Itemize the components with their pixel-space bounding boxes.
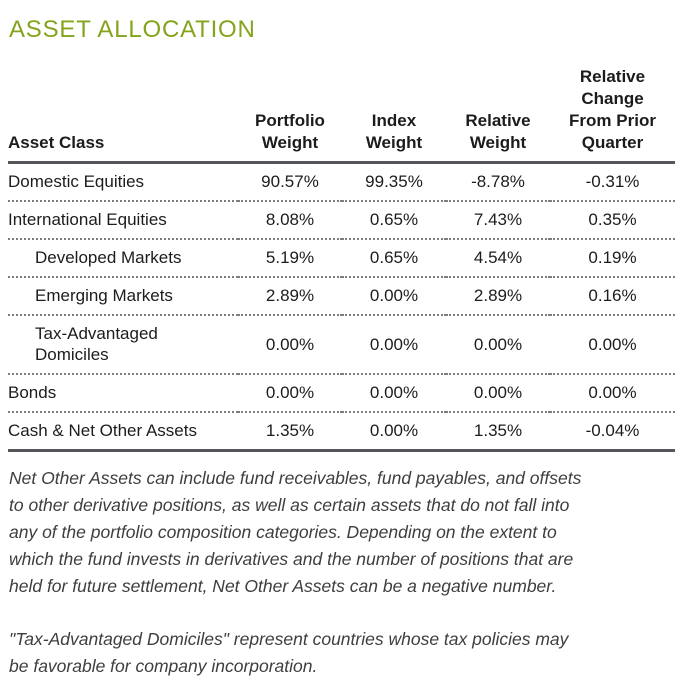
index-weight-value: 0.65% — [342, 239, 446, 278]
header-index-weight: Index Weight — [342, 66, 446, 164]
header-relative-weight: Relative Weight — [446, 66, 550, 164]
asset-class-label: Tax-Advantaged Domiciles — [35, 324, 158, 364]
index-weight-value: 0.00% — [342, 374, 446, 413]
table-row: Emerging Markets 2.89% 0.00% 2.89% 0.16% — [8, 277, 675, 316]
relative-weight-value: 7.43% — [446, 201, 550, 240]
table-row: Developed Markets 5.19% 0.65% 4.54% 0.19… — [8, 239, 675, 278]
table-body: Domestic Equities 90.57% 99.35% -8.78% -… — [8, 162, 675, 452]
header-line: Weight — [261, 133, 319, 152]
asset-class-label: International Equities — [8, 210, 167, 229]
header-line: Quarter — [581, 133, 644, 152]
header-line: From Prior — [569, 111, 656, 130]
portfolio-weight-value: 0.00% — [238, 374, 342, 413]
footnote-net-other-assets: Net Other Assets can include fund receiv… — [9, 465, 675, 600]
index-weight-value: 0.00% — [342, 315, 446, 375]
footnote-line: to other derivative positions, as well a… — [9, 495, 570, 515]
table-row: Bonds 0.00% 0.00% 0.00% 0.00% — [8, 374, 675, 413]
relative-change-value: 0.19% — [550, 239, 675, 278]
portfolio-weight-value: 5.19% — [238, 239, 342, 278]
table-row: International Equities 8.08% 0.65% 7.43%… — [8, 201, 675, 240]
footnote-line: any of the portfolio composition categor… — [9, 522, 557, 542]
table-row: Cash & Net Other Assets 1.35% 0.00% 1.35… — [8, 412, 675, 452]
footnote-line: held for future settlement, Net Other As… — [9, 576, 557, 596]
header-line: Relative — [465, 111, 531, 130]
relative-change-value: 0.00% — [550, 315, 675, 375]
table-header: Asset Class Portfolio Weight Index Weigh… — [8, 66, 675, 164]
header-line: Weight — [365, 133, 423, 152]
index-weight-value: 99.35% — [342, 162, 446, 202]
index-weight-value: 0.00% — [342, 277, 446, 316]
relative-change-value: 0.16% — [550, 277, 675, 316]
portfolio-weight-value: 2.89% — [238, 277, 342, 316]
footnote-line: Net Other Assets can include fund receiv… — [9, 468, 582, 488]
footnote-line: "Tax-Advantaged Domiciles" represent cou… — [9, 629, 569, 649]
relative-weight-value: 0.00% — [446, 315, 550, 375]
header-portfolio-weight: Portfolio Weight — [238, 66, 342, 164]
index-weight-value: 0.65% — [342, 201, 446, 240]
header-line: Change — [581, 89, 644, 108]
relative-change-value: -0.04% — [550, 412, 675, 452]
header-line: Weight — [469, 133, 527, 152]
header-line: Relative — [579, 67, 646, 86]
relative-weight-value: 1.35% — [446, 412, 550, 452]
header-line: Portfolio — [255, 111, 325, 130]
asset-class-label: Cash & Net Other Assets — [8, 421, 197, 440]
footnote-tax-advantaged: "Tax-Advantaged Domiciles" represent cou… — [9, 626, 675, 680]
relative-change-value: 0.00% — [550, 374, 675, 413]
asset-class-label: Domestic Equities — [8, 172, 145, 191]
asset-class-label: Developed Markets — [35, 248, 182, 267]
header-row: Asset Class Portfolio Weight Index Weigh… — [8, 66, 675, 164]
portfolio-weight-value: 90.57% — [238, 162, 342, 202]
portfolio-weight-value: 8.08% — [238, 201, 342, 240]
asset-class-label: Bonds — [8, 383, 57, 402]
relative-weight-value: 4.54% — [446, 239, 550, 278]
header-line: Index — [371, 111, 417, 130]
index-weight-value: 0.00% — [342, 412, 446, 452]
header-asset-class: Asset Class — [8, 66, 238, 164]
relative-weight-value: -8.78% — [446, 162, 550, 202]
asset-allocation-table: Asset Class Portfolio Weight Index Weigh… — [8, 66, 675, 452]
portfolio-weight-value: 1.35% — [238, 412, 342, 452]
footnote-line: which the fund invests in derivatives an… — [9, 549, 574, 569]
table-row: Domestic Equities 90.57% 99.35% -8.78% -… — [8, 162, 675, 202]
portfolio-weight-value: 0.00% — [238, 315, 342, 375]
table-row: Tax-Advantaged Domiciles 0.00% 0.00% 0.0… — [8, 315, 675, 375]
relative-weight-value: 2.89% — [446, 277, 550, 316]
relative-change-value: 0.35% — [550, 201, 675, 240]
section-title: ASSET ALLOCATION — [9, 16, 256, 43]
relative-weight-value: 0.00% — [446, 374, 550, 413]
header-relative-change: Relative Change From Prior Quarter — [550, 66, 675, 164]
relative-change-value: -0.31% — [550, 162, 675, 202]
asset-class-label: Emerging Markets — [35, 286, 173, 305]
